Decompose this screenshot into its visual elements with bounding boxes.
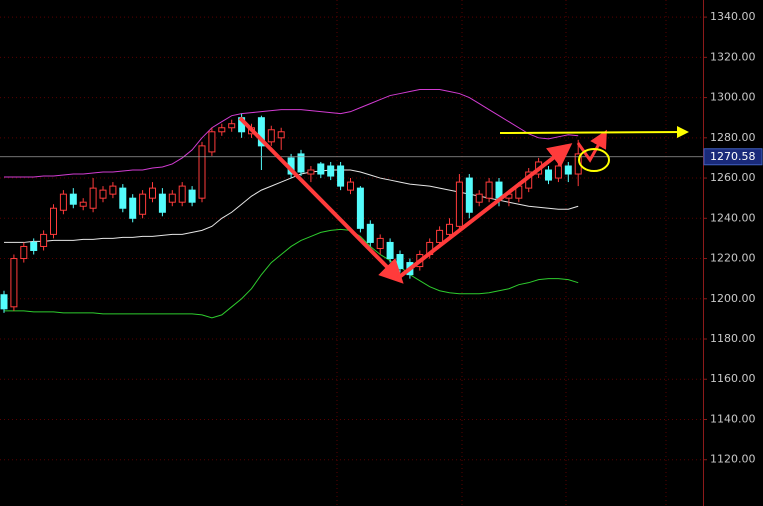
candle-body [188,189,196,203]
candle-body [99,189,107,199]
price-label: 1270.58 [710,150,756,163]
candle-body [307,169,315,175]
candle-body [337,165,345,187]
y-tick-label: 1320.00 [710,50,756,63]
candle-body [465,177,473,213]
candle-body [277,131,285,139]
small-arrow [576,129,607,163]
candle-body [40,233,48,247]
resistance-arrow [499,126,689,139]
y-tick-label: 1280.00 [710,131,756,144]
candle-body [50,207,57,235]
candle-body [218,127,226,133]
candle-body [317,163,325,175]
candle-body [356,187,364,229]
candle-body [79,201,87,207]
candle-body [574,153,582,175]
highlight-circle [578,148,610,172]
candle-body [485,181,493,199]
candle-body [129,197,137,219]
candle-body [455,181,463,227]
candle-body [20,245,28,260]
candle-body [446,223,453,235]
y-tick-label: 1300.00 [710,91,756,104]
y-tick-label: 1240.00 [710,211,756,224]
candle-body [168,193,176,203]
candle-body [257,117,265,147]
candle-body [386,241,394,260]
y-tick-label: 1260.00 [710,171,756,184]
band-line [4,89,579,178]
candle-body [30,241,38,251]
annotations [238,116,689,284]
candle-body [89,187,97,209]
y-tick-label: 1340.00 [710,10,756,23]
candle-body [59,193,67,211]
up-arrow [396,143,573,280]
y-tick-label: 1160.00 [710,372,756,385]
candle-body [0,294,8,310]
candle-body [139,193,147,215]
candle-body [158,193,166,213]
y-tick-label: 1140.00 [710,412,756,425]
y-tick-label: 1220.00 [710,252,756,265]
candle-body [475,193,483,203]
candle-body [396,254,404,270]
y-tick-label: 1120.00 [710,453,756,466]
candle-body [69,193,77,205]
candle-body [198,145,206,199]
plot: 1120.00 1140.00 1160.00 1180.00 1200.00 1220.… [0,10,763,466]
candle-body [228,123,236,129]
candle-body [109,185,117,195]
candle-body [208,131,216,153]
y-tick-label: 1200.00 [710,292,756,305]
candle-body [347,181,354,191]
candle-body [327,165,335,177]
candle-body [267,129,275,143]
y-tick-label: 1180.00 [710,332,756,345]
band-line [4,228,579,319]
candle-body [149,187,156,199]
down-arrow [238,116,404,284]
candle-body [366,223,374,243]
candle-body [545,169,552,181]
candle-body [554,165,562,179]
candle-body [436,229,444,243]
candle-body [297,153,305,173]
candle-body [376,237,384,249]
candle-body [119,187,127,209]
candle-body [564,165,572,175]
candle-body [178,185,186,203]
candle-body [10,258,18,308]
price-tag [703,148,763,166]
